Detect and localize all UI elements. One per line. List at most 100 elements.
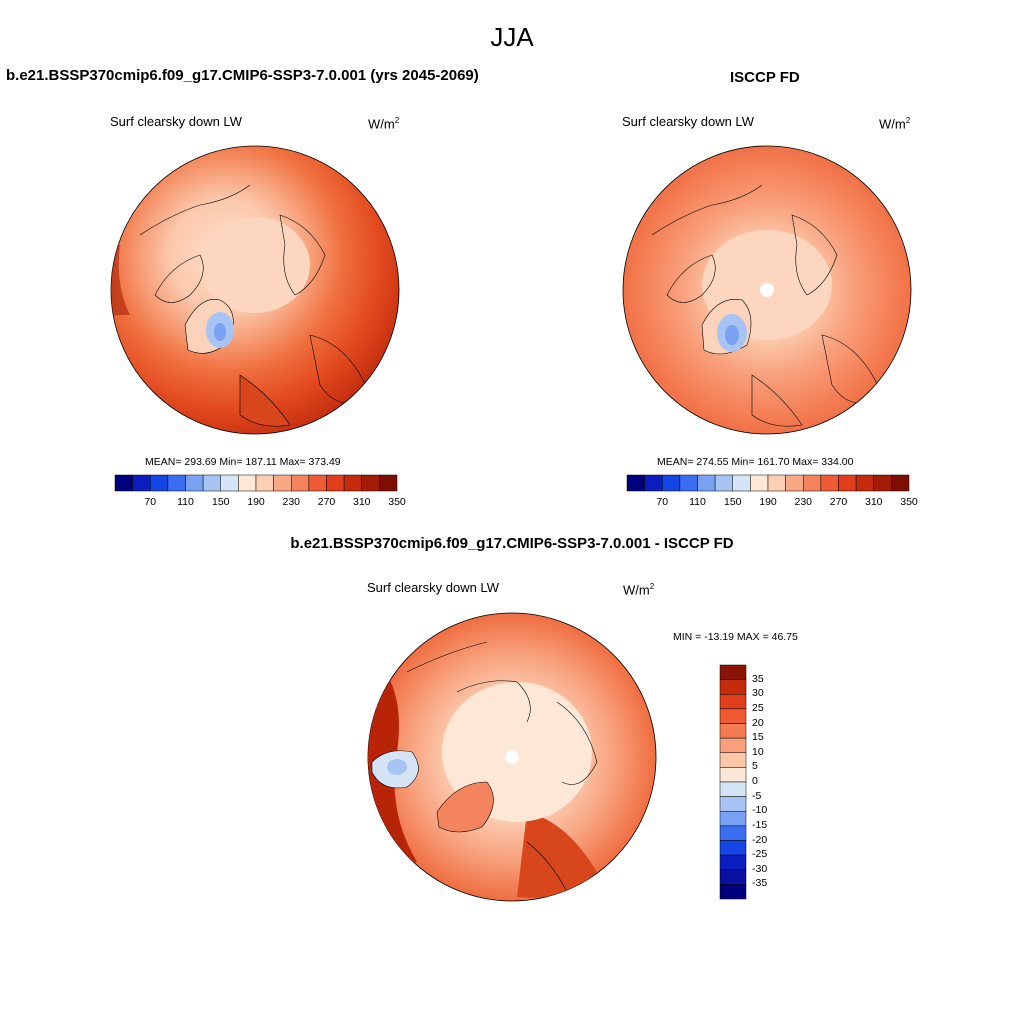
colorbar-tick-label: 70: [144, 496, 157, 508]
colorbar-swatch: [644, 474, 663, 492]
colorbar-swatch: [114, 474, 133, 492]
colorbar-tick-label: 70: [656, 496, 669, 508]
model-units-label: W/m2: [368, 116, 400, 132]
colorbar-swatch: [719, 781, 747, 797]
obs-units-label: W/m2: [879, 116, 911, 132]
colorbar-swatch: [719, 884, 747, 900]
diff-colorbar: [719, 664, 747, 900]
colorbar-swatch: [719, 664, 747, 680]
colorbar-swatch: [697, 474, 716, 492]
colorbar-swatch: [202, 474, 221, 492]
obs-colorbar: [626, 474, 910, 492]
colorbar-swatch: [719, 854, 747, 870]
model-colorbar: [114, 474, 398, 492]
colorbar-swatch: [132, 474, 151, 492]
colorbar-swatch: [273, 474, 292, 492]
colorbar-swatch: [719, 723, 747, 739]
colorbar-tick-label: 230: [282, 496, 301, 508]
colorbar-swatch: [767, 474, 786, 492]
colorbar-tick-label: 35: [752, 672, 764, 685]
colorbar-swatch: [255, 474, 274, 492]
colorbar-tick-label: 150: [723, 496, 742, 508]
colorbar-tick-label: 30: [752, 687, 764, 700]
colorbar-swatch: [785, 474, 804, 492]
colorbar-swatch: [719, 796, 747, 812]
obs-variable-label: Surf clearsky down LW: [622, 114, 754, 129]
colorbar-swatch: [891, 474, 910, 492]
colorbar-tick-label: 350: [900, 496, 918, 508]
colorbar-swatch: [750, 474, 769, 492]
diff-stats: MIN = -13.19 MAX = 46.75: [673, 631, 798, 643]
colorbar-swatch: [719, 869, 747, 885]
colorbar-tick-label: 190: [759, 496, 777, 508]
model-variable-label: Surf clearsky down LW: [110, 114, 242, 129]
colorbar-swatch: [379, 474, 398, 492]
colorbar-swatch: [719, 752, 747, 768]
colorbar-swatch: [719, 737, 747, 753]
colorbar-tick-label: 230: [794, 496, 813, 508]
colorbar-swatch: [732, 474, 751, 492]
colorbar-swatch: [803, 474, 822, 492]
colorbar-swatch: [719, 679, 747, 695]
colorbar-swatch: [714, 474, 733, 492]
diff-units-label: W/m2: [623, 582, 655, 598]
colorbar-swatch: [838, 474, 857, 492]
colorbar-swatch: [719, 840, 747, 856]
model-colorbar-labels: 70 110 150 190 230 270 310 350: [115, 496, 405, 510]
obs-panel-title: ISCCP FD: [730, 69, 800, 86]
colorbar-tick-label: 10: [752, 745, 764, 758]
colorbar-swatch: [679, 474, 698, 492]
colorbar-tick-label: -30: [752, 862, 768, 875]
colorbar-tick-label: 190: [247, 496, 265, 508]
diff-panel-title: b.e21.BSSP370cmip6.f09_g17.CMIP6-SSP3-7.…: [290, 535, 734, 552]
colorbar-tick-label: 110: [177, 496, 194, 508]
figure-title: JJA: [490, 22, 534, 52]
colorbar-tick-label: -35: [752, 877, 768, 890]
colorbar-tick-label: -10: [752, 804, 768, 817]
colorbar-tick-label: -20: [752, 833, 768, 846]
obs-colorbar-labels: 70 110 150 190 230 270 310 350: [627, 496, 917, 510]
colorbar-tick-label: 5: [752, 760, 758, 773]
model-stats: MEAN= 293.69 Min= 187.11 Max= 373.49: [145, 456, 341, 468]
colorbar-tick-label: 150: [211, 496, 230, 508]
colorbar-tick-label: 110: [689, 496, 706, 508]
colorbar-tick-label: 25: [752, 701, 764, 714]
colorbar-swatch: [343, 474, 362, 492]
colorbar-swatch: [855, 474, 874, 492]
model-panel-title: b.e21.BSSP370cmip6.f09_g17.CMIP6-SSP3-7.…: [6, 67, 479, 84]
colorbar-swatch: [719, 811, 747, 827]
colorbar-swatch: [167, 474, 186, 492]
diff-polar-map: [367, 612, 657, 902]
colorbar-tick-label: 350: [388, 496, 406, 508]
colorbar-swatch: [308, 474, 327, 492]
obs-stats: MEAN= 274.55 Min= 161.70 Max= 334.00: [657, 456, 854, 468]
colorbar-tick-label: 310: [864, 496, 883, 508]
colorbar-tick-label: 15: [752, 731, 764, 744]
colorbar-swatch: [185, 474, 204, 492]
colorbar-swatch: [719, 694, 747, 710]
colorbar-swatch: [820, 474, 839, 492]
colorbar-tick-label: 20: [752, 716, 764, 729]
colorbar-swatch: [361, 474, 380, 492]
colorbar-swatch: [719, 767, 747, 783]
colorbar-tick-label: -5: [752, 789, 762, 802]
colorbar-tick-label: -15: [752, 818, 768, 831]
colorbar-tick-label: 270: [829, 496, 848, 508]
diff-variable-label: Surf clearsky down LW: [367, 580, 499, 595]
colorbar-swatch: [626, 474, 645, 492]
colorbar-swatch: [662, 474, 681, 492]
colorbar-swatch: [238, 474, 257, 492]
model-polar-map: [110, 145, 400, 435]
diff-colorbar-labels: 35 30 25 20 15 10 5 0 -5 -10 -15 -20 -25 -30 -35: [752, 665, 792, 899]
colorbar-tick-label: 0: [752, 775, 758, 787]
colorbar-swatch: [873, 474, 892, 492]
colorbar-swatch: [326, 474, 345, 492]
colorbar-swatch: [150, 474, 169, 492]
colorbar-swatch: [291, 474, 310, 492]
colorbar-tick-label: -25: [752, 848, 768, 861]
colorbar-swatch: [220, 474, 239, 492]
colorbar-tick-label: 270: [317, 496, 336, 508]
colorbar-swatch: [719, 825, 747, 841]
colorbar-swatch: [719, 708, 747, 724]
colorbar-tick-label: 310: [352, 496, 371, 508]
